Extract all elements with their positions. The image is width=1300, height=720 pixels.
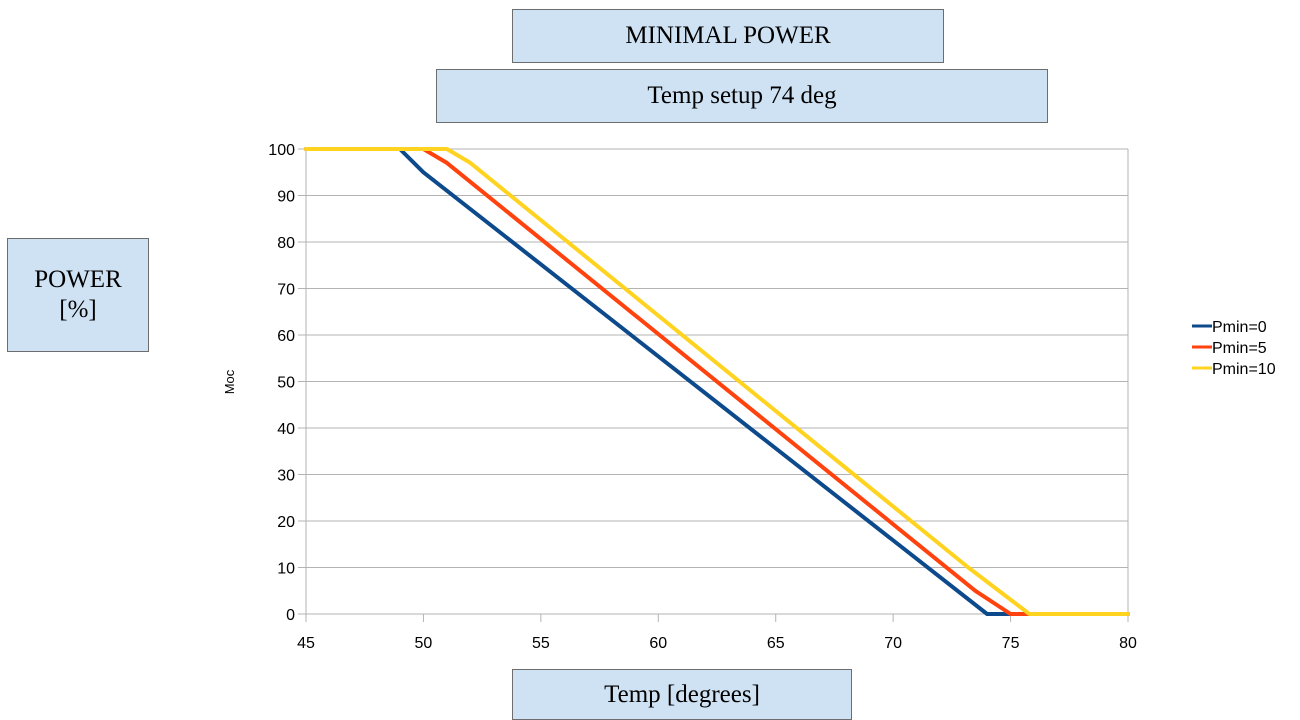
y-tick-label: 70 [277, 282, 295, 299]
legend-label: Pmin=0 [1212, 319, 1267, 336]
y-axis-title-line2: [%] [59, 296, 97, 323]
x-tick-label: 65 [767, 635, 785, 652]
y-tick-label: 100 [268, 142, 295, 159]
axes: 0 10 20 30 40 50 60 70 80 90 100 45 50 55 60 65 70 75 80 [268, 142, 1137, 652]
y-axis-title-box: POWER [%] [7, 238, 149, 352]
x-tick-label: 70 [884, 635, 902, 652]
x-tick-label: 45 [297, 635, 315, 652]
x-tick-label: 50 [415, 635, 433, 652]
y-axis-label: Moc [222, 369, 237, 394]
y-tick-label: 40 [277, 421, 295, 438]
x-tick-label: 60 [649, 635, 667, 652]
y-tick-label: 10 [277, 561, 295, 578]
y-tick-label: 0 [286, 607, 295, 624]
series-lines [304, 147, 1130, 616]
x-tick-label: 55 [532, 635, 550, 652]
chart-title: MINIMAL POWER [512, 9, 944, 63]
series-line-pmin-10 [304, 147, 1130, 616]
legend-label: Pmin=10 [1212, 361, 1276, 378]
y-tick-label: 30 [277, 468, 295, 485]
y-tick-label: 80 [277, 235, 295, 252]
y-tick-label: 60 [277, 328, 295, 345]
y-tick-label: 90 [277, 189, 295, 206]
legend: Pmin=0 Pmin=5 Pmin=10 [1192, 319, 1276, 378]
y-tick-label: 20 [277, 514, 295, 531]
y-axis-title-line1: POWER [34, 266, 122, 293]
chart-subtitle: Temp setup 74 deg [436, 69, 1048, 123]
x-tick-label: 75 [1002, 635, 1020, 652]
x-tick-label: 80 [1119, 635, 1137, 652]
y-tick-label: 50 [277, 375, 295, 392]
x-axis-title-box: Temp [degrees] [512, 669, 852, 720]
legend-label: Pmin=5 [1212, 340, 1267, 357]
